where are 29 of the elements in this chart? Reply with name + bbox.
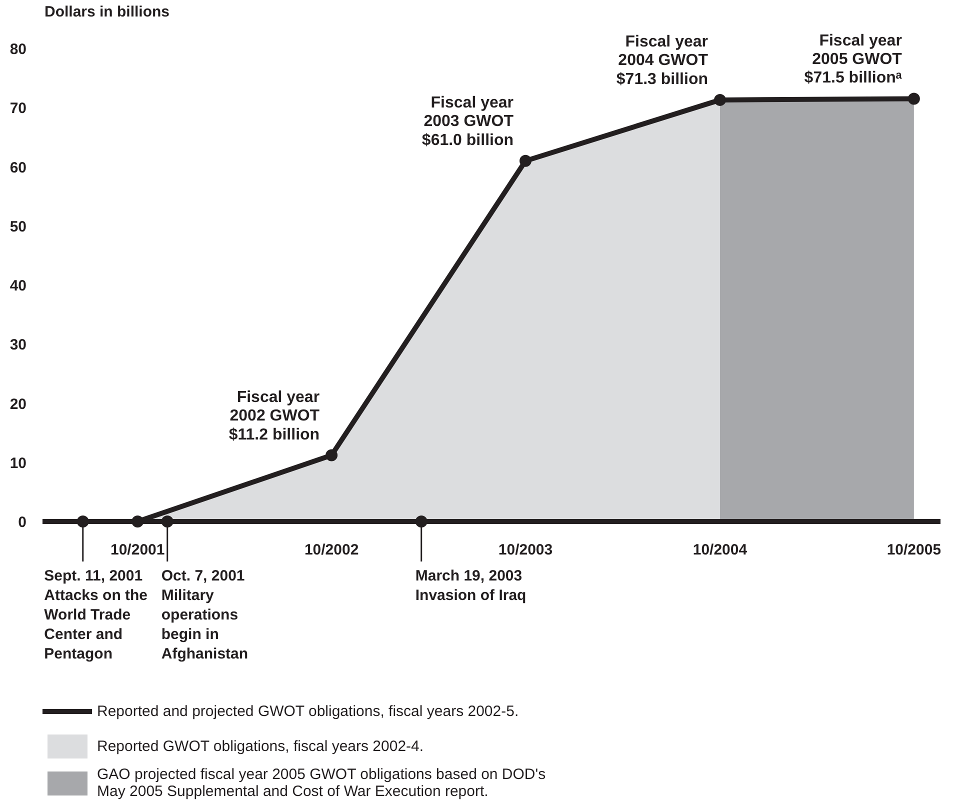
y-axis-title: Dollars in billions xyxy=(44,4,170,20)
x-tick-label: 10/2003 xyxy=(498,542,553,558)
annotation: Fiscal year 2005 GWOT $71.5 billionᵃ xyxy=(804,32,902,87)
y-tick-label: 50 xyxy=(10,218,27,236)
annotation: March 19, 2003 Invasion of Iraq xyxy=(415,568,526,604)
y-tick-label: 60 xyxy=(10,159,27,176)
y-tick-label: 40 xyxy=(10,278,27,294)
y-tick-label: 20 xyxy=(10,396,27,413)
point xyxy=(326,449,338,462)
y-tick-label: 80 xyxy=(10,41,27,58)
x-tick-label: 10/2004 xyxy=(692,542,748,558)
legend-label: Reported and projected GWOT obligations, fiscal years 2002-5. xyxy=(97,702,519,722)
x-tick-label: 10/2001 xyxy=(110,542,165,558)
legend-label: Reported GWOT obligations, fiscal years 2002-4. xyxy=(97,736,424,756)
legend-label: GAO projected fiscal year 2005 GWOT obligations based on DOD's May 2005 Supplemental and Cost of War Execution report. xyxy=(97,766,546,800)
point xyxy=(908,92,920,105)
annotation: Sept. 11, 2001 Attacks on the World Trade Center and Pentagon xyxy=(44,568,148,663)
point xyxy=(714,94,726,106)
annotation: Fiscal year 2002 GWOT $11.2 billion xyxy=(228,388,320,444)
annotation: Fiscal year 2004 GWOT $71.3 billion xyxy=(616,34,708,88)
x-tick-label: 10/2002 xyxy=(304,542,359,558)
annotation: Oct. 7, 2001 Military operations begin in Afghanistan xyxy=(161,568,248,663)
annotation: Fiscal year 2003 GWOT $61.0 billion xyxy=(422,94,514,149)
y-tick-label: 10 xyxy=(10,454,27,472)
y-tick-label: 30 xyxy=(10,336,27,354)
point xyxy=(520,154,532,167)
x-tick-label: 10/2005 xyxy=(886,542,942,558)
y-tick-label: 0 xyxy=(18,514,26,531)
y-tick-label: 70 xyxy=(10,100,27,118)
